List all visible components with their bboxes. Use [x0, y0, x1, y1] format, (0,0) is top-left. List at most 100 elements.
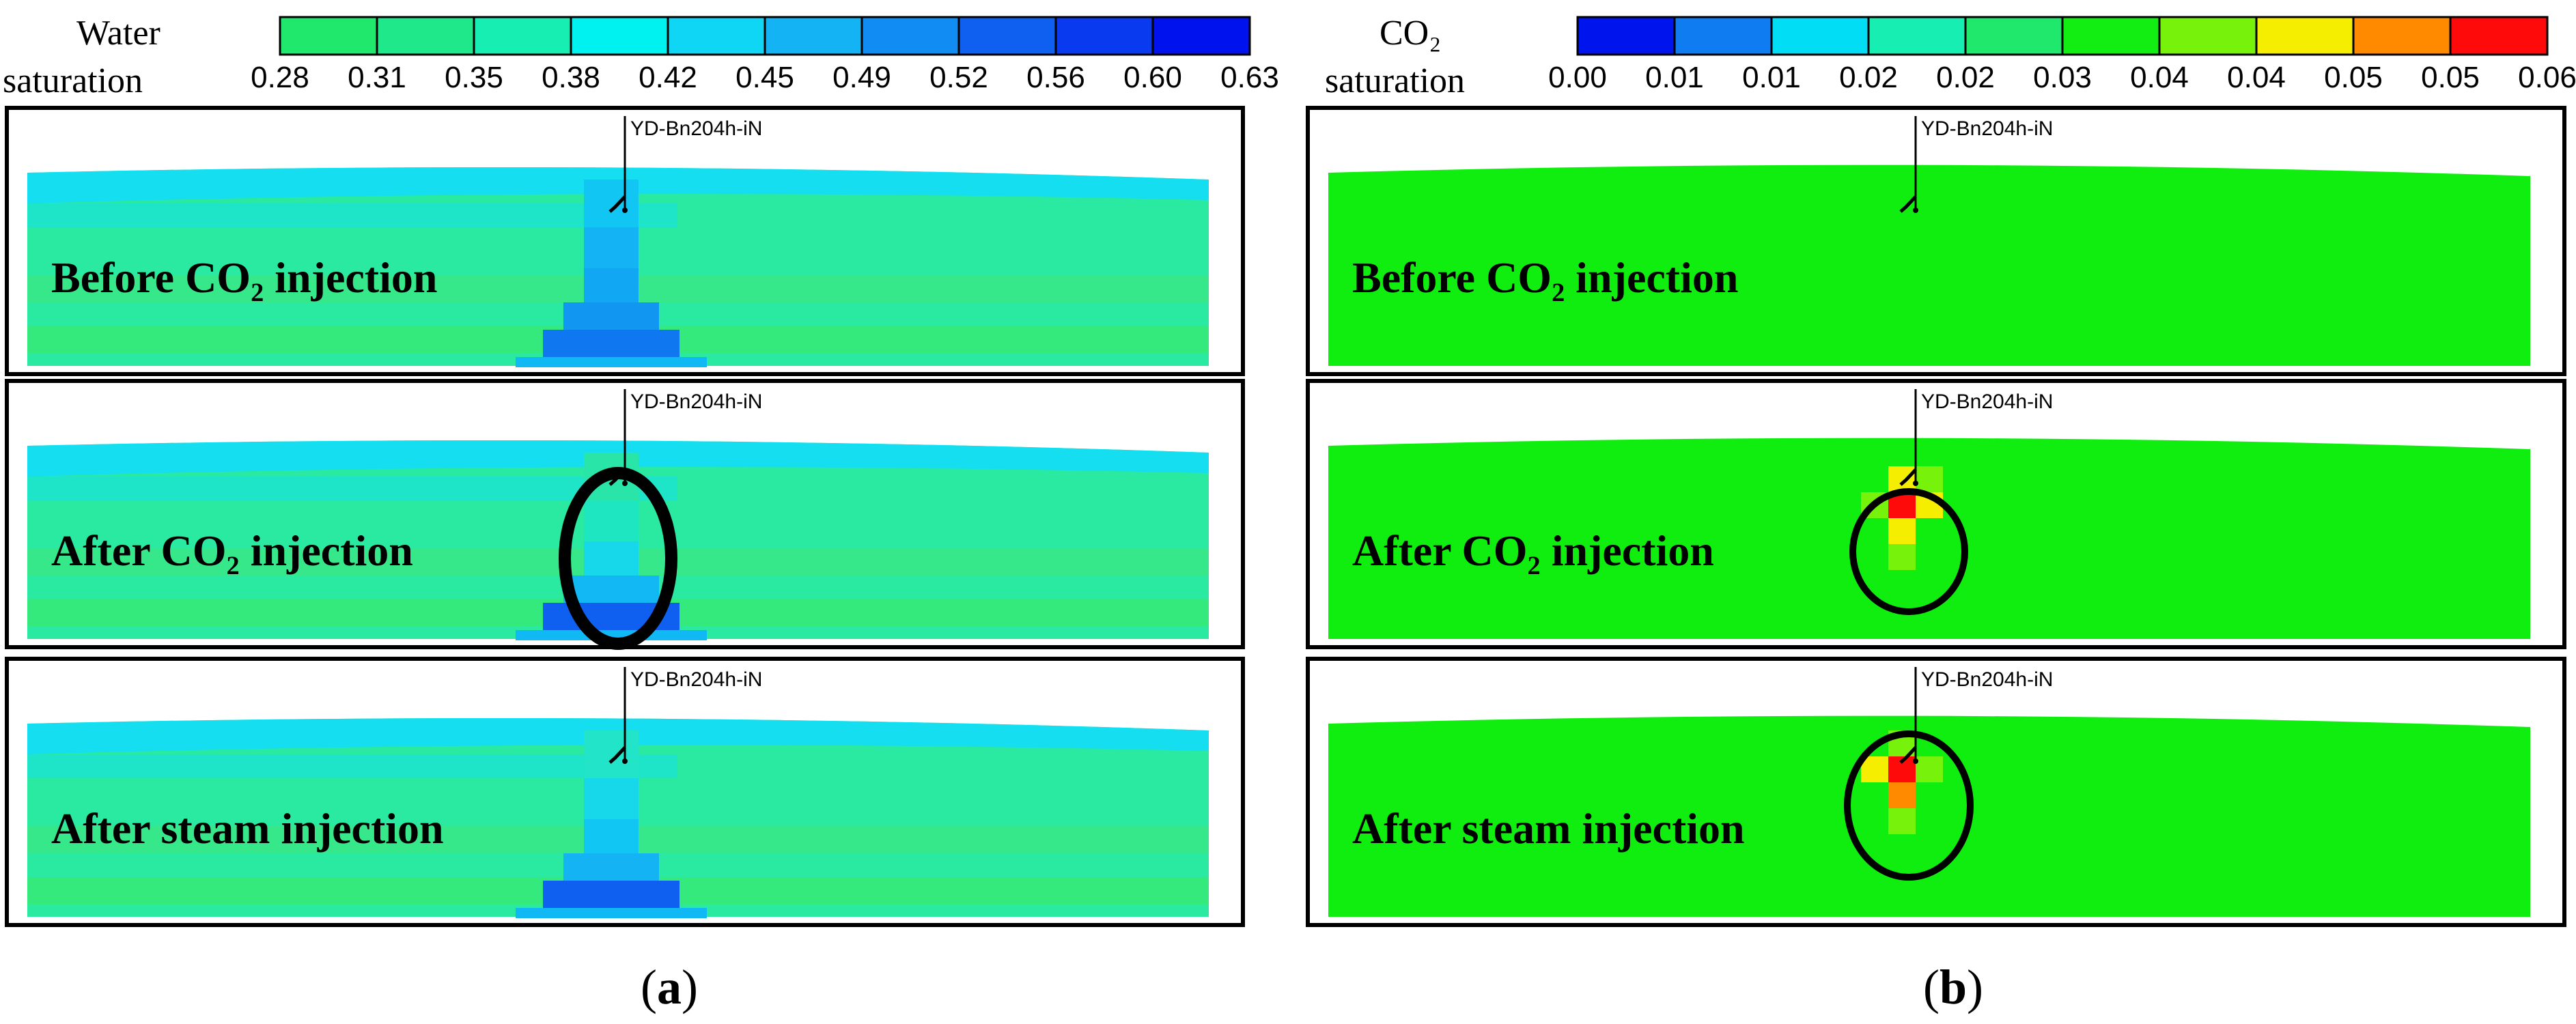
wellbore-trajectory: [608, 195, 626, 213]
legend-tick-label: 0.04: [2227, 61, 2286, 94]
well-name-label: YD-Bn204h-iN: [630, 117, 762, 140]
legend-swatch: [1964, 16, 2064, 56]
legend-tick-label: 0.56: [1026, 61, 1085, 94]
wellbore-trajectory: [1899, 468, 1917, 486]
water-saturation-legend: Water saturation 0.28 0.31 0.35 0.38 0.42 0.4…: [3, 14, 1279, 100]
legend-a-title-line2: saturation: [3, 61, 143, 100]
legend-swatch: [1673, 16, 1773, 56]
legend-tick-label: 0.31: [348, 61, 406, 94]
legend-tick-label: 0.28: [251, 61, 309, 94]
legend-swatch: [764, 16, 863, 56]
caption-b: (b): [1923, 960, 1983, 1014]
well-name-label: YD-Bn204h-iN: [630, 668, 762, 691]
saturation-cell: [563, 575, 659, 603]
snapshot-1: YD-Bn204h-iN Before CO₂ injection: [1306, 106, 2566, 376]
legend-b-title-line2: saturation: [1325, 61, 1465, 100]
saturation-cell: [1916, 466, 1943, 492]
saturation-cell: [584, 730, 639, 778]
legend-swatch: [957, 16, 1057, 56]
reservoir-body: [1328, 165, 2530, 367]
legend-tick-label: 0.05: [2324, 61, 2383, 94]
legend-a-title-line1: Water: [76, 14, 160, 53]
well-marker: YD-Bn204h-iN: [608, 116, 762, 213]
legend-tick-label: 0.52: [929, 61, 988, 94]
saturation-cell: [543, 330, 680, 357]
legend-a-colorbar: [279, 16, 1251, 56]
saturation-cell: [584, 500, 639, 541]
legend-a-ticks: 0.28 0.31 0.35 0.38 0.42 0.45 0.49 0.52 0.56 0.60…: [251, 61, 1279, 94]
snapshot-label: After steam injection: [51, 804, 444, 853]
legend-b-ticks: 0.00 0.01 0.01 0.02 0.02 0.03 0.04 0.04 0.05 0.05…: [1548, 61, 2576, 94]
well-marker: YD-Bn204h-iN: [1899, 389, 2053, 486]
saturation-cell: [584, 180, 639, 227]
legend-tick-label: 0.04: [2130, 61, 2189, 94]
wellbore-trajectory: [608, 468, 626, 486]
legend-swatch: [279, 16, 378, 56]
snapshot-label: Before CO₂ injection: [51, 253, 437, 302]
snapshot-1: YD-Bn204h-iN Before CO₂ injection: [5, 106, 1245, 376]
legend-swatch: [2061, 16, 2161, 56]
legend-swatch: [1576, 16, 1676, 56]
legend-swatch: [860, 16, 960, 56]
saturation-cell: [1888, 518, 1916, 544]
legend-tick-label: 0.42: [639, 61, 697, 94]
snapshot-label: After CO₂ injection: [1352, 526, 1714, 575]
layer-band: [27, 754, 677, 778]
well-marker: YD-Bn204h-iN: [608, 389, 762, 486]
legend-tick-label: 0.02: [1936, 61, 1995, 94]
saturation-cell: [1888, 466, 1916, 492]
legend-swatch: [570, 16, 669, 56]
well-name-label: YD-Bn204h-iN: [1921, 668, 2053, 691]
saturation-cell: [584, 778, 639, 819]
legend-b-title-line1: CO₂: [1380, 14, 1441, 53]
well-perforation-dot: [622, 208, 628, 213]
wellbore-trajectory: [1899, 195, 1917, 213]
snapshot-3: YD-Bn204h-iN After steam injection: [1306, 657, 2566, 927]
legend-tick-label: 0.45: [736, 61, 794, 94]
well-marker: YD-Bn204h-iN: [1899, 116, 2053, 213]
caption-a: (a): [641, 960, 698, 1014]
snapshot-3: YD-Bn204h-iN After steam injection: [5, 657, 1245, 927]
highlight-ellipse: [559, 467, 677, 650]
saturation-cell: [584, 819, 639, 853]
legend-swatch: [1054, 16, 1154, 56]
saturation-cell: [584, 268, 639, 302]
reservoir-body: [1328, 438, 2530, 639]
legend-tick-label: 0.06: [2518, 61, 2576, 94]
snapshot-label: Before CO₂ injection: [1352, 253, 1738, 302]
legend-tick-label: 0.05: [2421, 61, 2480, 94]
saturation-cell: [584, 227, 639, 268]
saturation-cell: [1888, 782, 1916, 808]
legend-tick-label: 0.03: [2033, 61, 2092, 94]
highlight-ellipse: [1849, 488, 1968, 615]
saturation-cell: [1916, 756, 1943, 782]
legend-swatch: [2158, 16, 2258, 56]
well-perforation-dot: [622, 758, 628, 764]
well-perforation-dot: [622, 481, 628, 486]
wellbore-trajectory: [608, 746, 626, 764]
legend-swatch: [2255, 16, 2355, 56]
legend-b-colorbar: [1576, 16, 2549, 56]
legend-swatch: [2449, 16, 2549, 56]
legend-swatch: [473, 16, 572, 56]
reservoir-body: [1328, 715, 2530, 917]
saturation-cell: [563, 302, 659, 330]
legend-swatch: [667, 16, 766, 56]
saturation-cell: [516, 908, 707, 918]
legend-swatch: [376, 16, 475, 56]
well-perforation-dot: [1913, 208, 1918, 213]
well-name-label: YD-Bn204h-iN: [1921, 390, 2053, 413]
saturation-cell: [516, 630, 707, 640]
well-marker: YD-Bn204h-iN: [1899, 667, 2053, 764]
well-perforation-dot: [1913, 481, 1918, 486]
saturation-cell: [1888, 808, 1916, 834]
legend-tick-label: 0.01: [1742, 61, 1801, 94]
legend-tick-label: 0.38: [542, 61, 600, 94]
well-name-label: YD-Bn204h-iN: [1921, 117, 2053, 140]
saturation-cell: [543, 881, 680, 908]
co2-saturation-legend: CO₂ saturation 0.00 0.01 0.01 0.02 0.02 0.03 0…: [1325, 14, 2576, 100]
saturation-cell: [1888, 544, 1916, 570]
legend-tick-label: 0.02: [1839, 61, 1898, 94]
legend-tick-label: 0.60: [1123, 61, 1182, 94]
